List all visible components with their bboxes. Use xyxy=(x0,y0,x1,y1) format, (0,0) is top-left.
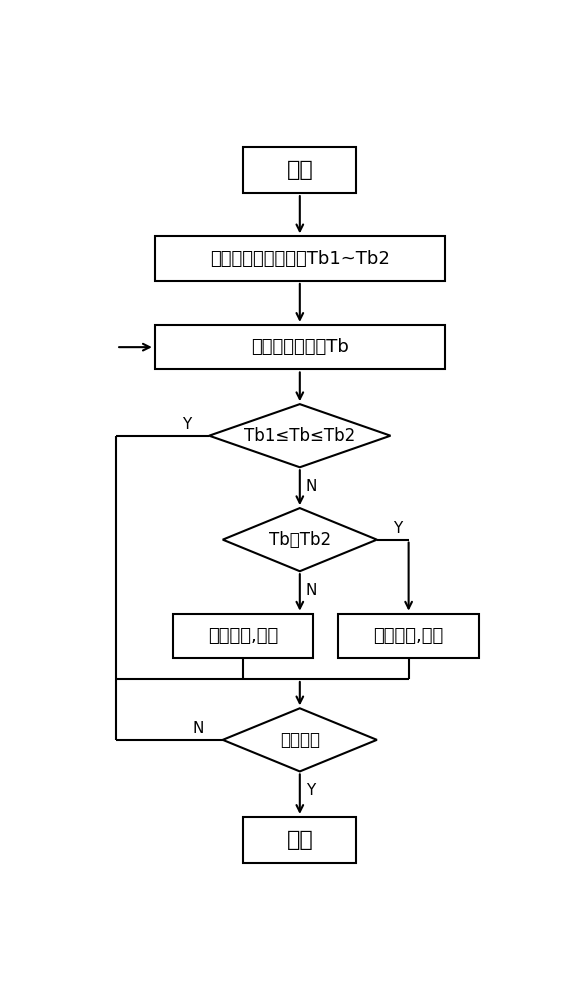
Text: 结束: 结束 xyxy=(287,830,313,850)
Text: N: N xyxy=(305,583,317,598)
Text: 采集电解质温度Tb: 采集电解质温度Tb xyxy=(251,338,349,356)
Text: Y: Y xyxy=(182,417,191,432)
Text: 设定电解质温度区间Tb1~Tb2: 设定电解质温度区间Tb1~Tb2 xyxy=(210,250,390,268)
Text: Y: Y xyxy=(393,521,402,536)
Text: 系统停运: 系统停运 xyxy=(280,731,320,749)
Bar xyxy=(154,325,445,369)
Bar xyxy=(243,817,356,863)
Bar xyxy=(173,614,314,658)
Text: Tb＞Tb2: Tb＞Tb2 xyxy=(269,531,331,549)
Text: Y: Y xyxy=(307,783,316,798)
Bar xyxy=(243,147,356,193)
Text: 减少散热,保温: 减少散热,保温 xyxy=(208,627,278,645)
Polygon shape xyxy=(209,404,390,467)
Bar xyxy=(338,614,479,658)
Text: 强化散热,冷却: 强化散热,冷却 xyxy=(373,627,444,645)
Text: N: N xyxy=(305,479,317,494)
Polygon shape xyxy=(223,708,377,771)
Bar xyxy=(154,236,445,281)
Text: Tb1≤Tb≤Tb2: Tb1≤Tb≤Tb2 xyxy=(244,427,356,445)
Polygon shape xyxy=(223,508,377,571)
Text: 开始: 开始 xyxy=(287,160,313,180)
Text: N: N xyxy=(192,721,204,736)
